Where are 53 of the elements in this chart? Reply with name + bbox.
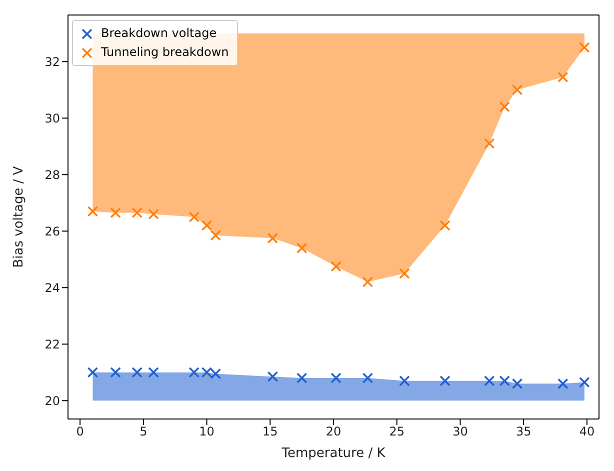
y-tick-label: 24: [44, 280, 60, 295]
point: [330, 372, 342, 384]
point: [132, 207, 142, 218]
point: [484, 375, 495, 386]
point: [296, 242, 308, 254]
x-tick-label: 10: [199, 424, 214, 439]
point: [132, 366, 142, 378]
point: [440, 220, 450, 231]
legend-label: Tunneling breakdown: [101, 44, 229, 61]
point: [557, 72, 568, 83]
y-axis-title: Bias voltage / V: [12, 166, 27, 268]
point: [201, 220, 212, 231]
x-tick-label: 25: [389, 424, 405, 439]
point: [579, 376, 590, 388]
point: [362, 372, 374, 384]
x-tick-label: 5: [140, 424, 148, 439]
point: [267, 232, 278, 244]
point: [557, 378, 568, 390]
point: [210, 230, 222, 241]
point: [267, 371, 278, 382]
point: [296, 372, 308, 384]
point: [110, 366, 121, 378]
point: [148, 366, 159, 378]
x-axis-title: Temperature / K: [280, 446, 386, 461]
x-tick-label: 35: [516, 424, 532, 439]
point: [512, 84, 523, 96]
y-tick-label: 30: [44, 111, 60, 126]
point: [399, 268, 410, 279]
point: [330, 261, 342, 272]
point: [579, 42, 590, 53]
point: [148, 208, 159, 220]
y-tick-label: 22: [44, 337, 60, 352]
point: [440, 375, 450, 386]
x-tick-label: 30: [452, 424, 468, 439]
x-tick-label: 0: [76, 424, 84, 439]
legend-label: Breakdown voltage: [101, 25, 217, 42]
point: [110, 207, 121, 218]
point: [362, 276, 374, 288]
point: [499, 375, 510, 386]
point: [399, 375, 410, 386]
x-tick-label: 15: [262, 424, 278, 439]
point: [499, 101, 510, 112]
point: [484, 138, 495, 149]
y-tick-label: 26: [44, 224, 60, 238]
point: [87, 366, 98, 378]
x-tick-label: 40: [579, 424, 595, 439]
point: [512, 378, 523, 390]
x-tick-label: 20: [326, 424, 342, 439]
point: [188, 212, 200, 222]
y-tick-label: 28: [44, 168, 60, 182]
point: [87, 206, 98, 217]
y-tick-label: 32: [44, 54, 60, 69]
y-tick-label: 20: [44, 394, 60, 408]
